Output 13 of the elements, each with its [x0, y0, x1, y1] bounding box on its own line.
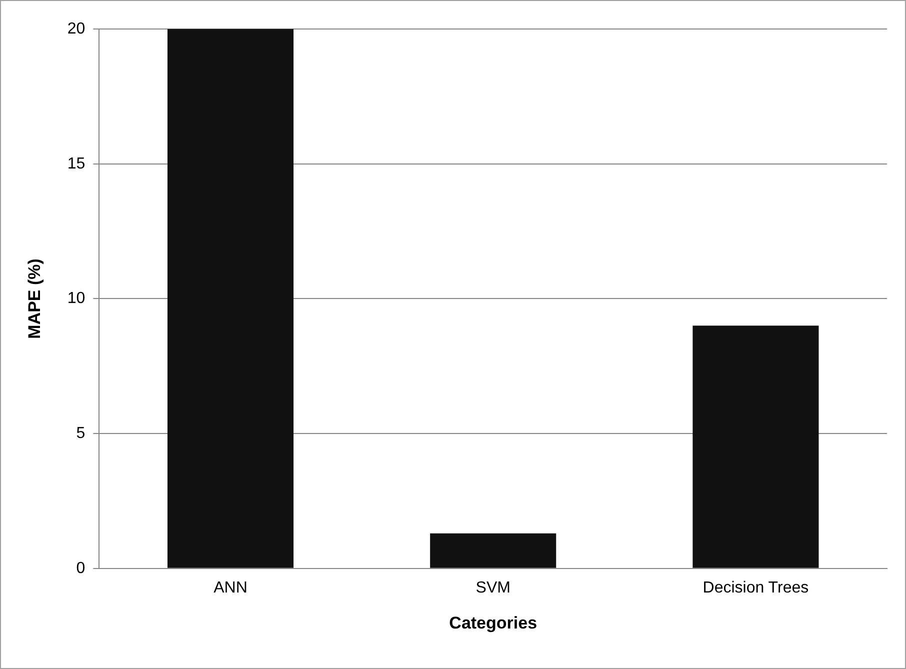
x-tick-label: SVM [476, 579, 510, 596]
bar [692, 326, 819, 568]
y-tick-label: 20 [67, 20, 86, 38]
y-axis-title: MAPE (%) [24, 258, 44, 339]
x-tick-label: ANN [214, 579, 248, 596]
y-tick-label: 0 [76, 560, 86, 577]
bar [430, 533, 556, 568]
y-tick-label: 15 [67, 155, 86, 172]
x-tick-label: Decision Trees [702, 579, 809, 596]
y-tick-label: 5 [76, 424, 86, 442]
bar [167, 29, 294, 568]
x-axis-title: Categories [449, 613, 538, 632]
y-tick-label: 10 [67, 290, 86, 308]
